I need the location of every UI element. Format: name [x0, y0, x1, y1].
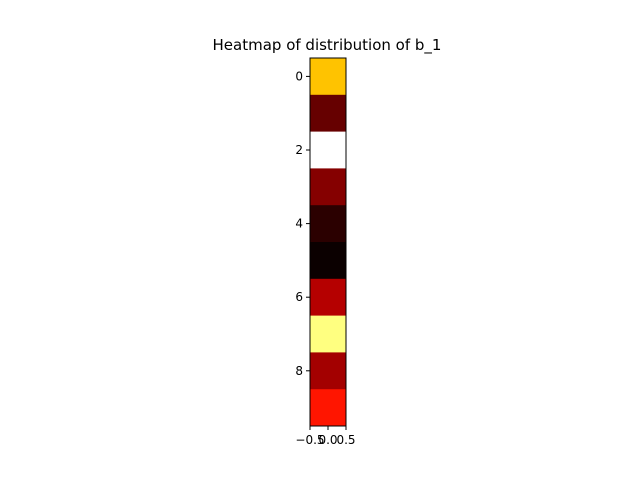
x-tick-label: 0.5	[336, 433, 355, 447]
y-tick-label: 6	[295, 290, 303, 304]
heatmap-cell	[310, 131, 346, 169]
heatmap-cell	[310, 168, 346, 206]
heatmap-cell	[310, 58, 346, 96]
heatmap-cell	[310, 389, 346, 427]
heatmap-cells	[310, 58, 346, 427]
heatmap-cell	[310, 94, 346, 133]
y-tick-label: 2	[295, 143, 303, 157]
chart-title: Heatmap of distribution of b_1	[213, 36, 442, 55]
y-axis: 0 2 4 6 8	[295, 69, 310, 378]
plot-frame	[309, 57, 347, 427]
heatmap-cell	[310, 242, 346, 280]
x-tick-label: −0.5	[295, 433, 324, 447]
heatmap-cell	[310, 205, 346, 243]
y-tick-label: 8	[295, 364, 303, 378]
x-tick-label: 0.0	[318, 433, 337, 447]
x-axis: −0.50.00.5	[295, 426, 356, 447]
y-tick-label: 0	[295, 69, 303, 83]
y-tick-label: 4	[295, 217, 303, 231]
heatmap-cell	[310, 352, 346, 390]
heatmap-cell	[310, 278, 346, 317]
heatmap-cell	[310, 315, 346, 353]
